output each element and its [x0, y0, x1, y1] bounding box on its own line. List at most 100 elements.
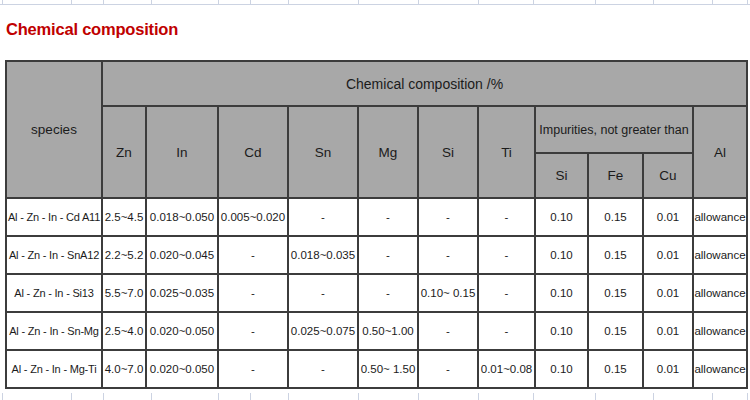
cell-ti: - — [478, 312, 535, 350]
table-row: Al - Zn - In - Sn-Mg 2.5~4.0 0.020~0.050… — [6, 312, 747, 350]
table-row: Al - Zn - In - Mg-Ti 4.0~7.0 0.020~0.050… — [6, 350, 747, 388]
group-header-chemical-composition: Chemical composition /% — [102, 61, 747, 106]
cell-ti: 0.01~0.08 — [478, 350, 535, 388]
cell-mg: 0.50~ 1.50 — [358, 350, 418, 388]
cell-si: - — [418, 236, 478, 274]
col-header-ti: Ti — [478, 106, 535, 198]
cell-imp-fe: 0.15 — [588, 312, 643, 350]
grid-tick — [418, 393, 419, 400]
cell-ti: - — [478, 274, 535, 312]
col-header-imp-cu: Cu — [643, 153, 693, 198]
cell-imp-cu: 0.01 — [643, 236, 693, 274]
grid-tick — [358, 0, 359, 5]
table-row: Al - Zn - In - SnA12 2.2~5.2 0.020~0.045… — [6, 236, 747, 274]
grid-tick — [595, 393, 596, 400]
cell-zn: 5.5~7.0 — [102, 274, 146, 312]
cell-mg: - — [358, 236, 418, 274]
cell-imp-fe: 0.15 — [588, 198, 643, 236]
cell-imp-cu: 0.01 — [643, 350, 693, 388]
grid-tick — [533, 393, 534, 400]
header-row-elements: Zn In Cd Sn Mg Si Ti Impurities, not gre… — [6, 106, 747, 153]
cell-cd: - — [218, 274, 288, 312]
cell-al: allowance — [693, 198, 747, 236]
cell-zn: 2.5~4.5 — [102, 198, 146, 236]
cell-si: 0.10~ 0.15 — [418, 274, 478, 312]
col-header-mg: Mg — [358, 106, 418, 198]
cell-imp-fe: 0.15 — [588, 236, 643, 274]
grid-tick — [103, 0, 104, 5]
grid-tick — [71, 393, 72, 400]
impurities-header: Impurities, not greater than — [535, 106, 693, 153]
grid-tick — [2, 393, 3, 400]
col-header-species: species — [6, 61, 102, 198]
grid-tick — [747, 393, 748, 400]
grid-tick — [653, 393, 654, 400]
col-header-imp-fe: Fe — [588, 153, 643, 198]
cell-al: allowance — [693, 236, 747, 274]
grid-tick — [71, 0, 72, 5]
col-header-al: Al — [693, 106, 747, 198]
cell-si: - — [418, 350, 478, 388]
grid-tick — [288, 393, 289, 400]
cell-al: allowance — [693, 312, 747, 350]
spreadsheet-canvas: Chemical composition species Chemical co… — [0, 0, 750, 400]
grid-tick — [478, 0, 479, 5]
cell-sn: 0.018~0.035 — [288, 236, 358, 274]
grid-tick — [250, 0, 251, 5]
spreadsheet-gridline-top — [0, 0, 750, 5]
grid-tick — [595, 0, 596, 5]
grid-tick — [712, 0, 713, 5]
grid-tick — [358, 393, 359, 400]
grid-tick — [151, 393, 152, 400]
cell-ti: - — [478, 198, 535, 236]
cell-cd: - — [218, 350, 288, 388]
cell-cd: - — [218, 312, 288, 350]
grid-tick — [151, 0, 152, 5]
table-row: Al - Zn - In - Cd A11 2.5~4.5 0.018~0.05… — [6, 198, 747, 236]
cell-imp-si: 0.10 — [535, 236, 588, 274]
cell-si: - — [418, 198, 478, 236]
grid-tick — [747, 0, 748, 5]
cell-cd: - — [218, 236, 288, 274]
species-cell: Al - Zn - In - SnA12 — [6, 236, 102, 274]
grid-tick — [218, 393, 219, 400]
cell-mg: - — [358, 198, 418, 236]
grid-tick — [103, 393, 104, 400]
cell-zn: 2.5~4.0 — [102, 312, 146, 350]
cell-zn: 2.2~5.2 — [102, 236, 146, 274]
species-cell: Al - Zn - In - Sn-Mg — [6, 312, 102, 350]
grid-tick — [418, 0, 419, 5]
col-header-zn: Zn — [102, 106, 146, 198]
grid-tick — [250, 393, 251, 400]
table-row: Al - Zn - In - Si13 5.5~7.0 0.025~0.035 … — [6, 274, 747, 312]
col-header-si: Si — [418, 106, 478, 198]
cell-cd: 0.005~0.020 — [218, 198, 288, 236]
cell-imp-fe: 0.15 — [588, 274, 643, 312]
cell-imp-fe: 0.15 — [588, 350, 643, 388]
header-row-group: species Chemical composition /% — [6, 61, 747, 106]
page-title: Chemical composition — [6, 20, 178, 39]
cell-zn: 4.0~7.0 — [102, 350, 146, 388]
cell-imp-si: 0.10 — [535, 312, 588, 350]
cell-sn: - — [288, 350, 358, 388]
grid-tick — [478, 393, 479, 400]
cell-in: 0.025~0.035 — [146, 274, 218, 312]
grid-tick — [218, 0, 219, 5]
cell-si: - — [418, 312, 478, 350]
grid-tick — [2, 0, 3, 5]
cell-in: 0.018~0.050 — [146, 198, 218, 236]
chemical-composition-table: species Chemical composition /% Zn In Cd… — [5, 60, 748, 389]
cell-imp-cu: 0.01 — [643, 274, 693, 312]
col-header-sn: Sn — [288, 106, 358, 198]
grid-tick — [533, 0, 534, 5]
cell-sn: - — [288, 274, 358, 312]
cell-imp-si: 0.10 — [535, 198, 588, 236]
cell-al: allowance — [693, 274, 747, 312]
cell-in: 0.020~0.050 — [146, 312, 218, 350]
cell-sn: 0.025~0.075 — [288, 312, 358, 350]
cell-mg: - — [358, 274, 418, 312]
cell-al: allowance — [693, 350, 747, 388]
cell-in: 0.020~0.050 — [146, 350, 218, 388]
cell-ti: - — [478, 236, 535, 274]
col-header-in: In — [146, 106, 218, 198]
